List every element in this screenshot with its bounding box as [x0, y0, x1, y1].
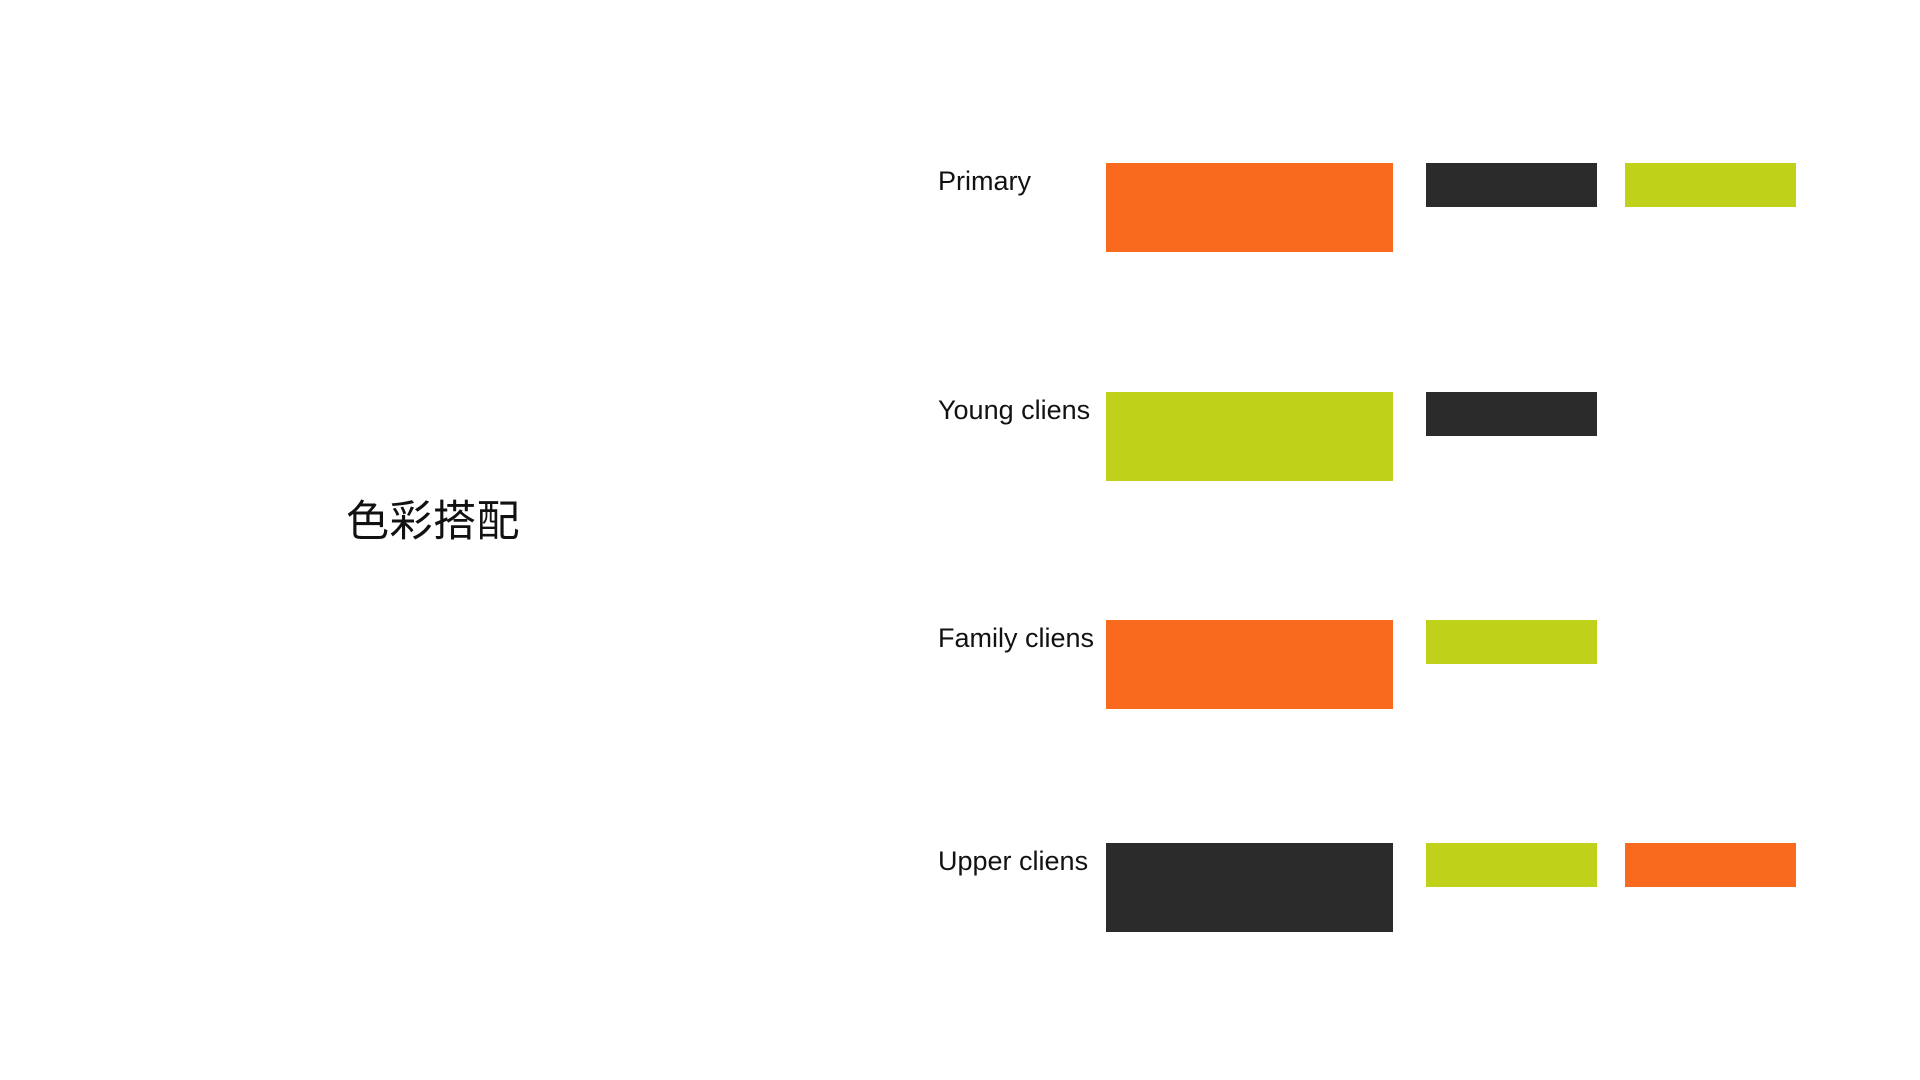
palette-row-label: Primary — [938, 166, 1031, 196]
color-swatch-orange[interactable] — [1106, 163, 1393, 252]
palette-row: Upper cliens — [0, 843, 1920, 963]
palette-row-label: Upper cliens — [938, 846, 1089, 876]
color-swatch-dark[interactable] — [1106, 843, 1393, 932]
page-title: 色彩搭配 — [346, 498, 520, 546]
palette-row: Young cliens — [0, 392, 1920, 512]
palette-row: Primary — [0, 163, 1920, 283]
color-swatch-lime[interactable] — [1106, 392, 1393, 481]
color-swatch-dark[interactable] — [1426, 392, 1597, 436]
color-swatch-dark[interactable] — [1426, 163, 1597, 207]
color-swatch-orange[interactable] — [1625, 843, 1796, 887]
palette-row-label: Family cliens — [938, 623, 1095, 653]
color-swatch-lime[interactable] — [1426, 843, 1597, 887]
palette-row: Family cliens — [0, 620, 1920, 740]
color-swatch-lime[interactable] — [1625, 163, 1796, 207]
color-swatch-lime[interactable] — [1426, 620, 1597, 664]
palette-row-label: Young cliens — [938, 395, 1091, 425]
color-swatch-orange[interactable] — [1106, 620, 1393, 709]
